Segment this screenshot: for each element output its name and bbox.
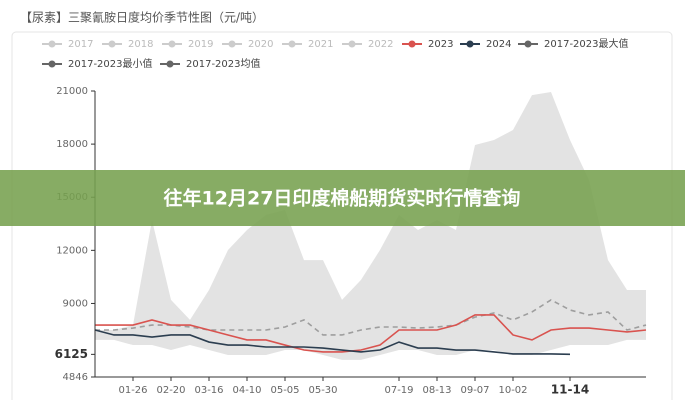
x-tick-label: 04-10 xyxy=(232,385,261,396)
chart-title: 【尿素】三聚氰胺日度均价季节性图（元/吨） xyxy=(20,10,264,25)
legend-marker xyxy=(48,60,56,68)
legend-label: 2021 xyxy=(308,39,333,50)
legend-label: 2020 xyxy=(248,39,273,50)
legend-marker xyxy=(348,40,356,48)
crosshair-label-bg xyxy=(52,346,92,363)
y-tick-label: 12000 xyxy=(56,245,88,256)
legend-marker xyxy=(466,40,474,48)
y-tick-label: 9000 xyxy=(63,298,88,309)
legend-marker xyxy=(228,40,236,48)
plot: 484690001200015000180002100001-2602-2003… xyxy=(42,37,647,397)
legend-marker xyxy=(524,40,532,48)
x-tick-label: 05-05 xyxy=(270,385,299,396)
legend-label: 2022 xyxy=(368,39,393,50)
area xyxy=(95,92,646,377)
legend-marker xyxy=(166,60,174,68)
legend-label: 2017-2023均值 xyxy=(186,57,261,70)
legend-marker xyxy=(168,40,176,48)
legend-label: 2023 xyxy=(428,39,453,50)
banner-text: 往年12月27日印度棉船期货实时行情查询 xyxy=(164,187,521,210)
x-tick-label: 02-20 xyxy=(156,385,185,396)
legend-marker xyxy=(288,40,296,48)
overlay: 往年12月27日印度棉船期货实时行情查询 xyxy=(0,170,685,226)
line xyxy=(95,298,647,336)
legend-marker xyxy=(408,40,416,48)
legend-marker xyxy=(108,40,116,48)
y-tick-label: 4846 xyxy=(63,372,88,383)
x-tick-label: 01-26 xyxy=(118,385,147,396)
legend-label: 2019 xyxy=(188,39,213,50)
legend-label: 2018 xyxy=(128,39,153,50)
area xyxy=(95,339,646,377)
banner-bg xyxy=(0,170,685,226)
legend-marker xyxy=(48,40,56,48)
x-tick-label: 08-13 xyxy=(422,385,451,396)
y-tick-label: 18000 xyxy=(56,139,88,150)
y-tick-label: 21000 xyxy=(56,86,88,97)
x-tick-label: 03-16 xyxy=(194,385,223,396)
x-tick-label: 09-07 xyxy=(460,385,489,396)
line xyxy=(95,314,647,353)
legend-label: 2017 xyxy=(68,39,93,50)
crosshair-label: 6125 xyxy=(55,347,88,361)
line xyxy=(94,329,571,356)
x-tick-label: 10-02 xyxy=(498,385,527,396)
legend-label: 2017-2023最大值 xyxy=(544,37,629,50)
x-tick-label: 05-30 xyxy=(308,385,337,396)
x-tick-label: 11-14 xyxy=(551,383,589,397)
legend-label: 2024 xyxy=(486,39,511,50)
legend-label: 2017-2023最小值 xyxy=(68,57,153,70)
x-tick-label: 07-19 xyxy=(384,385,413,396)
